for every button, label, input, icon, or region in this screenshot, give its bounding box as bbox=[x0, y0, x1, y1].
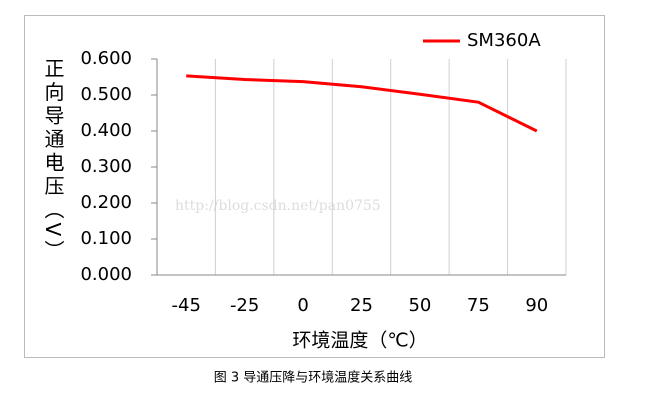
y-tick-label: 0.600 bbox=[80, 48, 132, 69]
x-axis-label: 环境温度（℃） bbox=[292, 330, 427, 352]
x-tick-label: 50 bbox=[408, 295, 431, 316]
watermark: http://blog.csdn.net/pan0755 bbox=[175, 198, 381, 214]
legend-label: SM360A bbox=[467, 30, 541, 51]
y-tick-label: 0.000 bbox=[80, 264, 132, 285]
data-line bbox=[186, 74, 538, 133]
x-tick-label: -25 bbox=[230, 295, 259, 316]
x-tick-label: 75 bbox=[467, 295, 490, 316]
x-tick-label: -45 bbox=[172, 295, 201, 316]
y-tick-label: 0.300 bbox=[80, 156, 132, 177]
y-tick-label: 0.500 bbox=[80, 84, 132, 105]
x-tick-label: 0 bbox=[297, 295, 308, 316]
caption: 图 3 导通压降与环境温度关系曲线 bbox=[214, 370, 413, 386]
x-tick-label: 90 bbox=[525, 295, 548, 316]
y-tick-label: 0.100 bbox=[80, 228, 132, 249]
y-tick-label: 0.200 bbox=[80, 192, 132, 213]
x-tick-label: 25 bbox=[350, 295, 373, 316]
y-axis-label: 正向导通电压（V） bbox=[41, 58, 65, 263]
y-tick-label: 0.400 bbox=[80, 120, 132, 141]
